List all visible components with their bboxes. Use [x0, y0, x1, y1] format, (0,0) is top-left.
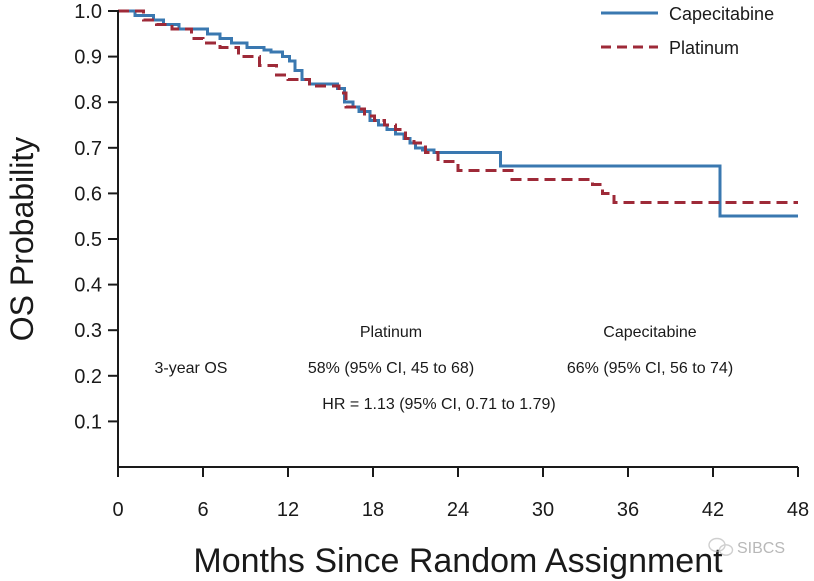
y-tick-label: 0.2	[74, 366, 102, 388]
y-tick-label: 0.7	[74, 138, 102, 160]
x-axis-title: Months Since Random Assignment	[193, 542, 723, 580]
x-axis-ticks: 0 6 12 18 24 30 36 42 48	[112, 467, 809, 521]
x-tick-label: 48	[787, 499, 809, 521]
y-tick-label: 0.6	[74, 183, 102, 205]
x-tick-label: 42	[702, 499, 724, 521]
y-tick-label: 0.8	[74, 92, 102, 114]
annotation-row-label: 3-year OS	[155, 360, 228, 377]
legend-label-capecitabine: Capecitabine	[669, 4, 774, 24]
annotation-header-capecitabine: Capecitabine	[603, 324, 697, 341]
y-tick-label: 0.9	[74, 47, 102, 69]
y-tick-label: 1.0	[74, 1, 102, 23]
legend: Capecitabine Platinum	[601, 4, 774, 58]
y-tick-label: 0.3	[74, 320, 102, 342]
os-annotation-table: Platinum Capecitabine 3-year OS 58% (95%…	[155, 324, 734, 413]
x-tick-label: 6	[197, 499, 208, 521]
annotation-header-platinum: Platinum	[360, 324, 422, 341]
x-tick-label: 0	[112, 499, 123, 521]
survival-curves	[118, 9, 798, 218]
annotation-platinum-os: 58% (95% CI, 45 to 68)	[308, 360, 474, 377]
watermark-text: SIBCS	[737, 540, 785, 557]
y-tick-label: 0.4	[74, 275, 102, 297]
x-tick-label: 18	[362, 499, 384, 521]
annotation-capecitabine-os: 66% (95% CI, 56 to 74)	[567, 360, 733, 377]
watermark: SIBCS	[708, 537, 785, 557]
y-axis-title: OS Probability	[4, 137, 40, 342]
x-tick-label: 24	[447, 499, 469, 521]
x-tick-label: 36	[617, 499, 639, 521]
wechat-logo-icon	[708, 537, 734, 556]
legend-label-platinum: Platinum	[669, 38, 739, 58]
series-line-platinum	[118, 9, 798, 204]
x-tick-label: 30	[532, 499, 554, 521]
y-tick-label: 0.1	[74, 411, 102, 433]
y-axis-ticks: 0.1 0.2 0.3 0.4 0.5 0.6 0.7 0.8 0.9 1.0	[74, 1, 118, 433]
x-tick-label: 12	[277, 499, 299, 521]
y-tick-label: 0.5	[74, 229, 102, 251]
annotation-hazard-ratio: HR = 1.13 (95% CI, 0.71 to 1.79)	[322, 396, 555, 413]
